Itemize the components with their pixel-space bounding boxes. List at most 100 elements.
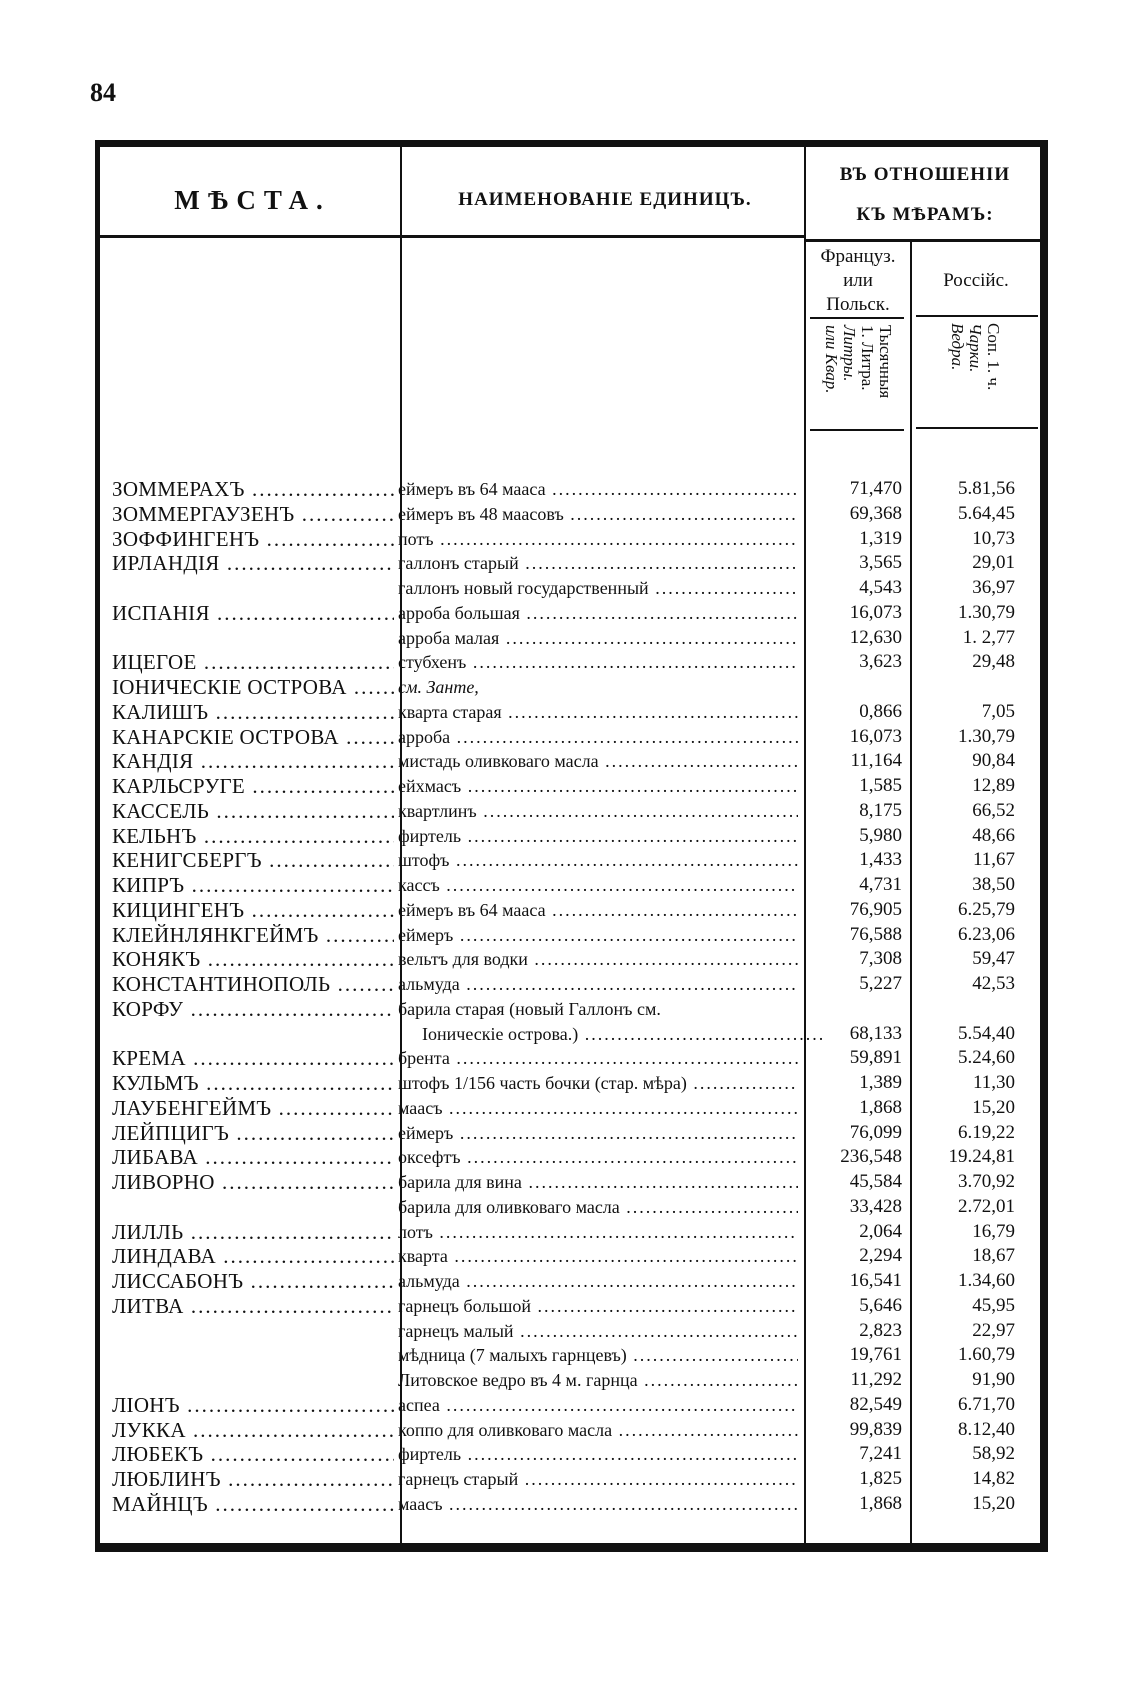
subheader-rule <box>916 315 1038 317</box>
french-value: 5,646 <box>859 1294 902 1316</box>
unit-name: альмуда <box>398 1269 798 1293</box>
table-row: ІОНИЧЕСКІЕ ОСТРОВАсм. Занте, <box>100 675 1045 700</box>
place-name: МАЙНЦЪ <box>112 1492 394 1516</box>
french-value: 12,630 <box>849 626 902 648</box>
russian-value: 16,79 <box>972 1220 1015 1242</box>
russian-value: 6.25,79 <box>958 898 1015 920</box>
table-row: гарнецъ малый 2,823 22,97 <box>100 1319 1045 1344</box>
unit-name: гарнецъ малый <box>398 1319 798 1343</box>
french-value: 7,308 <box>859 948 902 970</box>
unit-name: Литовское ведро въ 4 м. гарнца <box>398 1368 798 1392</box>
french-value: 1,825 <box>859 1468 902 1489</box>
table-row: КРЕМАбрента 59,891 5.24,60 <box>100 1046 1045 1071</box>
unit-name: галлонъ старый <box>398 551 798 575</box>
relation-column-header: ВЪ ОТНОШЕНІИ КЪ МѢРАМЪ: <box>805 155 1045 235</box>
place-name: ЗОММЕРАХЪ <box>112 477 394 501</box>
place-name: КАЛИШЪ <box>112 700 394 724</box>
french-value: 4,543 <box>859 577 902 598</box>
table-row: ЛІОНЪаспеа 82,549 6.71,70 <box>100 1393 1045 1418</box>
french-value: 1,433 <box>859 849 902 871</box>
table-row: КАНДІЯмистадь оливковаго масла 11,164 90,8… <box>100 749 1045 774</box>
place-name: ИЦЕГОЕ <box>112 650 394 674</box>
russian-value: 11,30 <box>972 1072 1015 1093</box>
place-name: ЛІОНЪ <box>112 1393 394 1417</box>
unit-name: еймеръ въ 64 мааса <box>398 898 798 922</box>
place-name: ЗОФФИНГЕНЪ <box>112 527 394 551</box>
russian-subheader: Соп. 1. ч. Чарки. Ведра. <box>948 323 1003 423</box>
table-row: Литовское ведро въ 4 м. гарнца 11,292 91,9… <box>100 1368 1045 1393</box>
place-name: КОНЯКЪ <box>112 947 394 971</box>
unit-name: еймеръ <box>398 1121 798 1145</box>
french-value: 59,891 <box>849 1047 902 1069</box>
unit-name: барила старая (новый Галлонъ см. <box>398 998 661 1019</box>
french-value: 76,099 <box>849 1121 902 1143</box>
unit-name: фиртель <box>398 1442 798 1466</box>
column-divider <box>804 147 806 1543</box>
place-name: ЛУККА <box>112 1418 394 1442</box>
french-value: 2,823 <box>859 1319 902 1341</box>
russian-value: 12,89 <box>972 775 1015 796</box>
russian-value: 5.81,56 <box>958 478 1015 499</box>
french-value: 8,175 <box>859 799 902 821</box>
unit-name: барила для вина <box>398 1170 798 1194</box>
table-row: ЛЮБЛИНЪгарнецъ старый 1,825 14,82 <box>100 1467 1045 1492</box>
unit-name: брента <box>398 1046 798 1070</box>
place-name: КИЦИНГЕНЪ <box>112 898 394 922</box>
place-name: КЕНИГСБЕРГЪ <box>112 848 394 872</box>
russian-value: 1. 2,77 <box>962 626 1015 648</box>
french-value: 1,319 <box>859 527 902 549</box>
place-name: КИПРЪ <box>112 873 394 897</box>
place-name: КОРФУ <box>112 997 394 1021</box>
units-column-header: НАИМЕНОВАНІЕ ЕДИНИЦЪ. <box>458 189 752 210</box>
relation-line-2: КЪ МѢРАМЪ: <box>856 204 994 225</box>
table-row: ЛИБАВАоксефтъ 236,548 19.24,81 <box>100 1145 1045 1170</box>
unit-name: квартлинъ <box>398 799 798 823</box>
table-row: КОНЯКЪвельтъ для водки 7,308 59,47 <box>100 947 1045 972</box>
french-polish-line: Француз. <box>820 246 896 267</box>
table-row: КАЛИШЪкварта старая 0,866 7,05 <box>100 700 1045 725</box>
table-row: МАЙНЦЪмаасъ 1,868 15,20 <box>100 1492 1045 1517</box>
table-row: КАРЛЬСРУГЕейхмасъ 1,585 12,89 <box>100 774 1045 799</box>
place-name: ЛИТВА <box>112 1294 394 1318</box>
french-value: 19,761 <box>849 1344 902 1366</box>
table-row: ЛАУБЕНГЕЙМЪмаасъ 1,868 15,20 <box>100 1096 1045 1121</box>
measures-table: МѢСТА. НАИМЕНОВАНІЕ ЕДИНИЦЪ. ВЪ ОТНОШЕНІ… <box>95 140 1048 1552</box>
place-name: КАНДІЯ <box>112 749 394 773</box>
french-sub-line: 1. Литра. <box>858 325 877 391</box>
place-name: КАССЕЛЬ <box>112 799 394 823</box>
unit-name: коппо для оливковаго масла <box>398 1418 798 1442</box>
russian-value: 2.72,01 <box>958 1195 1015 1217</box>
table-row: мѣдница (7 малыхъ гарнцевъ) 19,761 1.60,79 <box>100 1343 1045 1368</box>
places-column-header: МѢСТА. <box>174 185 331 215</box>
place-name: ЛЮБЛИНЪ <box>112 1467 394 1491</box>
russian-value: 90,84 <box>972 750 1015 772</box>
unit-name: маасъ <box>398 1492 798 1516</box>
table-row: ЛИВОРНОбарила для вина 45,584 3.70,92 <box>100 1170 1045 1195</box>
french-value: 236,548 <box>840 1146 902 1168</box>
french-sub-line: или Квар. <box>822 325 841 394</box>
russian-value: 36,97 <box>972 577 1015 598</box>
subheader-rule <box>810 317 904 319</box>
unit-name: штофъ <box>398 848 798 872</box>
french-value: 82,549 <box>849 1393 902 1415</box>
russian-value: 1.60,79 <box>958 1344 1015 1366</box>
place-name: ИСПАНІЯ <box>112 601 394 625</box>
unit-name: мистадь оливковаго масла <box>398 749 798 773</box>
french-subheader: Тысячныя 1. Литра. Литры. или Квар. <box>822 325 895 425</box>
table-row: ЛИЛЛЬлотъ 2,064 16,79 <box>100 1220 1045 1245</box>
french-value: 4,731 <box>859 874 902 895</box>
unit-name: Іоническіе острова.) <box>398 1022 822 1046</box>
french-value: 11,292 <box>850 1369 902 1390</box>
unit-name: аспеа <box>398 1393 798 1417</box>
french-value: 69,368 <box>849 502 902 524</box>
unit-name: арроба малая <box>398 626 798 650</box>
french-value: 2,064 <box>859 1220 902 1242</box>
table-row: ЗОММЕРАХЪеймеръ въ 64 мааса 71,470 5.81,56 <box>100 477 1045 502</box>
russian-value: 5.54,40 <box>958 1022 1015 1044</box>
russian-value: 59,47 <box>972 948 1015 970</box>
unit-name: лотъ <box>398 1220 798 1244</box>
russian-value: 38,50 <box>972 874 1015 895</box>
table-row: КЛЕЙНЛЯНКГЕЙМЪеймеръ 76,588 6.23,06 <box>100 923 1045 948</box>
place-name: ІОНИЧЕСКІЕ ОСТРОВА <box>112 675 394 699</box>
french-value: 99,839 <box>849 1418 902 1440</box>
